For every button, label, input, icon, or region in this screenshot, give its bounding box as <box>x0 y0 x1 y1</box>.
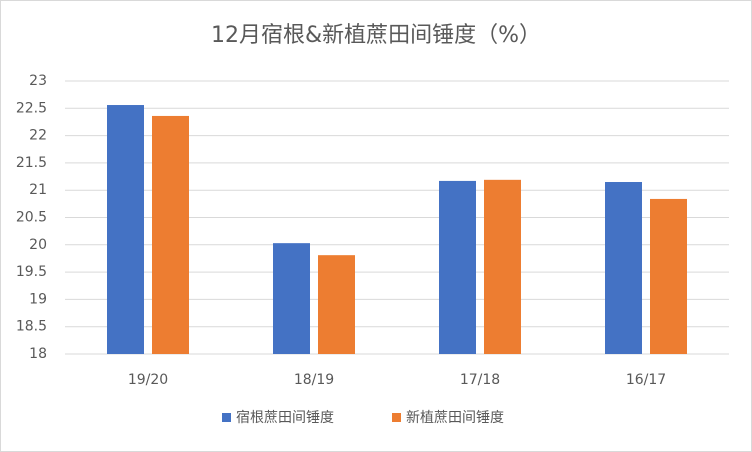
legend-label: 新植蔗田间锤度 <box>406 410 504 426</box>
y-tick-label: 22.5 <box>16 100 47 116</box>
bar <box>318 255 355 354</box>
legend-label: 宿根蔗田间锤度 <box>236 409 334 426</box>
y-tick-label: 20 <box>29 237 47 253</box>
x-tick-label: 16/17 <box>626 372 666 388</box>
x-tick-label: 17/18 <box>460 372 500 388</box>
bar <box>152 115 189 354</box>
x-tick-label: 19/20 <box>128 372 168 388</box>
y-tick-label: 18.5 <box>16 319 47 335</box>
y-tick-label: 22 <box>29 128 47 144</box>
bar <box>273 243 310 354</box>
y-tick-label: 21 <box>29 182 47 198</box>
y-tick-label: 20.5 <box>16 210 47 226</box>
y-tick-label: 18 <box>29 346 47 362</box>
bar <box>650 198 687 354</box>
legend-swatch <box>392 413 401 422</box>
bar <box>484 179 521 354</box>
chart-title: 12月宿根&新植蔗田间锤度（%） <box>211 23 541 48</box>
y-tick-label: 23 <box>29 73 47 89</box>
y-tick-label: 19 <box>29 291 47 307</box>
legend-swatch <box>222 413 231 422</box>
y-tick-label: 21.5 <box>16 155 47 171</box>
bar <box>439 180 476 354</box>
bar <box>107 105 144 354</box>
y-tick-label: 19.5 <box>16 264 47 280</box>
bar <box>605 182 642 354</box>
x-tick-label: 18/19 <box>294 372 334 388</box>
